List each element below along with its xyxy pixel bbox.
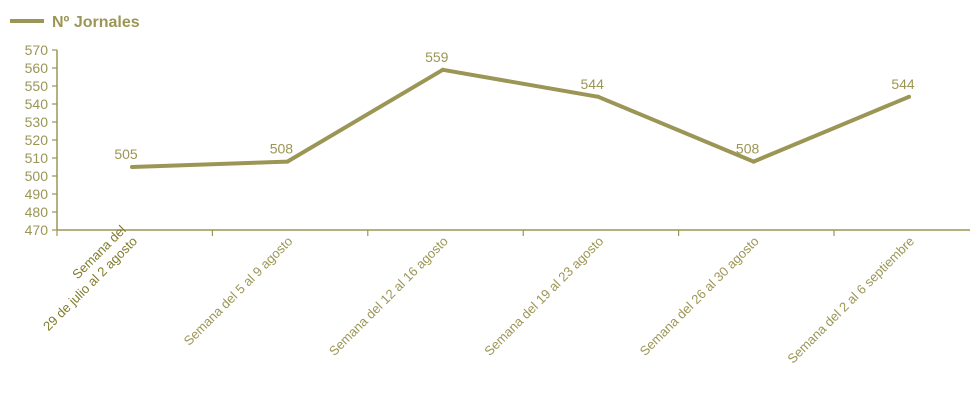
y-tick-label: 510 <box>25 150 49 166</box>
y-tick-label: 570 <box>25 42 49 58</box>
axes <box>56 50 970 231</box>
data-label: 508 <box>736 141 760 157</box>
y-tick-label: 500 <box>25 168 49 184</box>
y-tick-label: 520 <box>25 132 49 148</box>
data-point <box>596 94 601 99</box>
y-tick-label: 490 <box>25 186 49 202</box>
data-point <box>907 94 911 99</box>
data-point <box>130 165 134 169</box>
series-line <box>131 67 910 169</box>
data-point <box>285 159 290 164</box>
x-tick-label: Semana del 5 al 9 agosto <box>181 234 296 349</box>
data-labels: 505 508 559 544 508 544 <box>114 49 915 162</box>
data-label: 544 <box>891 76 915 92</box>
y-tick-label: 530 <box>25 114 49 130</box>
x-tick-label: Semana del 19 al 23 agosto <box>481 234 606 359</box>
y-tick-label: 550 <box>25 78 49 94</box>
x-tick-label: Semana del 12 al 16 agosto <box>326 234 451 359</box>
data-label: 559 <box>425 49 449 65</box>
y-tick-label: 480 <box>25 204 49 220</box>
data-label: 544 <box>581 76 605 92</box>
data-point <box>440 67 445 72</box>
series-group <box>130 67 911 169</box>
x-tick-label: Semana del 2 al 6 septiembre <box>784 234 917 367</box>
y-axis-ticks: 470 480 490 500 510 520 530 540 550 560 570 <box>25 42 57 238</box>
y-tick-label: 470 <box>25 222 49 238</box>
data-point <box>751 159 756 164</box>
y-tick-label: 540 <box>25 96 49 112</box>
x-tick-label: Semana del 26 al 30 agosto <box>637 234 762 359</box>
x-axis-ticks: Semana del29 de julio al 2 agosto Semana … <box>29 222 917 367</box>
x-tick-label: Semana del29 de julio al 2 agosto <box>29 222 140 333</box>
legend: Nº Jornales <box>10 14 140 31</box>
y-tick-label: 560 <box>25 60 49 76</box>
data-label: 505 <box>114 146 138 162</box>
legend-label: Nº Jornales <box>52 14 140 31</box>
data-label: 508 <box>270 141 294 157</box>
